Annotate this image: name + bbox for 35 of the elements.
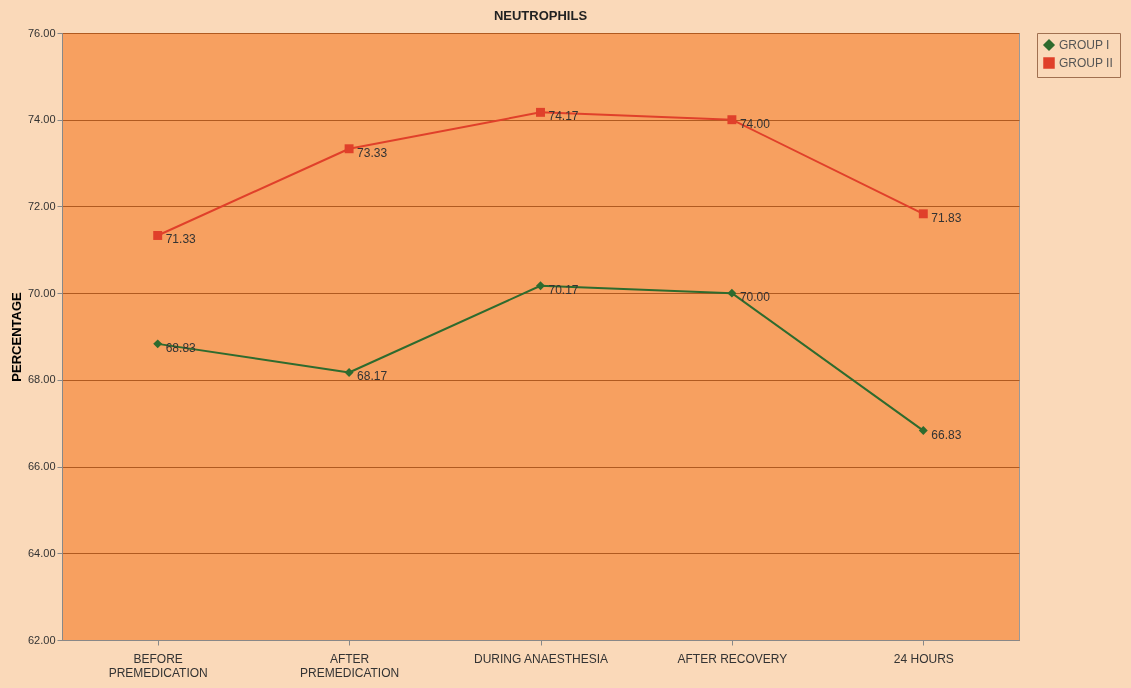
data-label: 74.17	[548, 109, 579, 124]
y-tick-label: 76.00	[27, 26, 56, 39]
y-tick-label: 74.00	[27, 113, 56, 126]
data-label: 71.33	[165, 232, 197, 247]
y-axis-title: PERCENTAGE	[8, 292, 24, 382]
data-label: 74.00	[739, 116, 771, 131]
chart-title: NEUTROPHILS	[493, 8, 588, 23]
data-label: 73.33	[357, 145, 388, 160]
point	[918, 426, 928, 436]
point	[727, 115, 737, 125]
y-tick-label: 72.00	[27, 199, 56, 212]
data-label: 70.00	[739, 290, 771, 305]
data-label: 71.83	[931, 210, 962, 225]
x-tick-label: BEFORE PREMEDICATION	[108, 651, 208, 680]
point	[344, 368, 354, 377]
point	[536, 107, 545, 117]
point	[536, 281, 545, 291]
legend-label: GROUP II	[1059, 56, 1113, 70]
point	[727, 288, 737, 298]
point	[344, 144, 354, 154]
point	[918, 209, 928, 219]
y-tick-label: 70.00	[27, 286, 56, 299]
legend-label: GROUP I	[1059, 38, 1110, 52]
y-tick-label: 62.00	[27, 633, 56, 646]
y-tick-label: 66.00	[27, 460, 56, 473]
x-tick-label: 24 HOURS	[893, 651, 954, 666]
y-tick-label: 64.00	[27, 546, 56, 559]
data-label: 66.83	[931, 427, 962, 442]
x-tick-label: AFTER RECOVERY	[677, 651, 788, 666]
point	[153, 231, 163, 240]
point	[153, 339, 163, 349]
y-tick-label: 68.00	[27, 373, 56, 386]
x-tick-label: AFTER PREMEDICATION	[300, 651, 400, 680]
data-label: 68.17	[357, 369, 388, 384]
x-tick-label: DURING ANAESTHESIA	[473, 651, 609, 666]
